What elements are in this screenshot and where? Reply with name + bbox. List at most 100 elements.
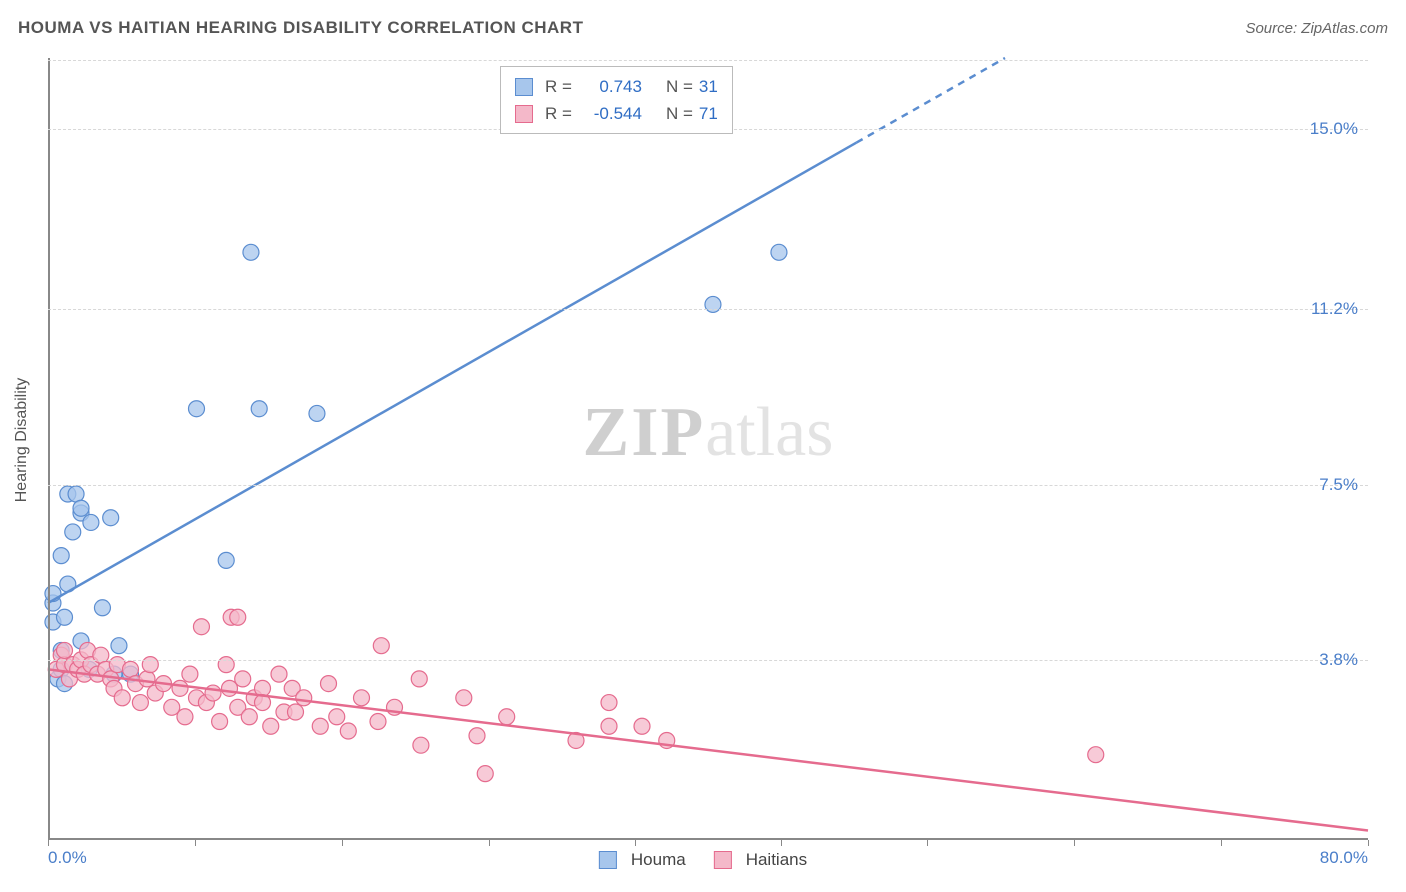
data-point <box>189 401 205 417</box>
data-point <box>182 666 198 682</box>
y-tick-label: 15.0% <box>1310 119 1358 139</box>
r-value: -0.544 <box>578 100 642 127</box>
data-point <box>1088 747 1104 763</box>
n-label: N = <box>666 100 693 127</box>
gridline <box>48 660 1368 661</box>
x-tick <box>781 840 782 846</box>
legend-row: R = -0.544 N = 71 <box>515 100 718 127</box>
y-tick-label: 11.2% <box>1311 299 1358 319</box>
x-tick <box>927 840 928 846</box>
x-axis <box>48 838 1368 840</box>
x-tick <box>342 840 343 846</box>
data-point <box>94 600 110 616</box>
source-label: Source: ZipAtlas.com <box>1245 20 1388 37</box>
data-point <box>57 609 73 625</box>
legend-row: R = 0.743 N = 31 <box>515 73 718 100</box>
data-point <box>230 609 246 625</box>
x-tick <box>489 840 490 846</box>
data-point <box>114 690 130 706</box>
data-point <box>243 244 259 260</box>
legend-swatch <box>599 851 617 869</box>
data-point <box>329 709 345 725</box>
data-point <box>235 671 251 687</box>
plot-area: ZIPatlas 3.8%7.5%11.2%15.0%0.0%80.0% <box>48 58 1368 840</box>
data-point <box>413 737 429 753</box>
chart-title: HOUMA VS HAITIAN HEARING DISABILITY CORR… <box>18 18 583 38</box>
x-tick-label: 80.0% <box>1320 848 1368 868</box>
n-value: 31 <box>699 73 718 100</box>
y-axis-label: Hearing Disability <box>13 378 31 503</box>
data-point <box>771 244 787 260</box>
data-point <box>123 661 139 677</box>
data-point <box>177 709 193 725</box>
data-point <box>57 642 73 658</box>
data-point <box>340 723 356 739</box>
data-point <box>212 714 228 730</box>
data-point <box>456 690 472 706</box>
data-point <box>296 690 312 706</box>
data-point <box>53 548 69 564</box>
legend-label: Houma <box>631 850 686 870</box>
y-tick-label: 3.8% <box>1319 650 1358 670</box>
data-point <box>139 671 155 687</box>
regression-line <box>48 669 1368 830</box>
data-point <box>103 510 119 526</box>
plot-svg <box>48 58 1368 840</box>
n-label: N = <box>666 73 693 100</box>
chart-header: HOUMA VS HAITIAN HEARING DISABILITY CORR… <box>18 18 1388 38</box>
data-point <box>193 619 209 635</box>
data-point <box>601 695 617 711</box>
data-point <box>241 709 257 725</box>
data-point <box>68 486 84 502</box>
legend-item: Houma <box>599 850 686 870</box>
data-point <box>83 514 99 530</box>
data-point <box>172 680 188 696</box>
data-point <box>373 638 389 654</box>
r-value: 0.743 <box>578 73 642 100</box>
gridline <box>48 309 1368 310</box>
x-tick <box>1074 840 1075 846</box>
data-point <box>73 500 89 516</box>
legend-swatch <box>515 105 533 123</box>
stats-legend: R = 0.743 N = 31 R = -0.544 N = 71 <box>500 66 733 134</box>
gridline <box>48 485 1368 486</box>
data-point <box>288 704 304 720</box>
legend-swatch <box>515 78 533 96</box>
data-point <box>370 714 386 730</box>
legend-swatch <box>714 851 732 869</box>
n-value: 71 <box>699 100 718 127</box>
data-point <box>477 766 493 782</box>
data-point <box>601 718 617 734</box>
y-axis <box>48 58 50 840</box>
y-tick-label: 7.5% <box>1319 475 1358 495</box>
data-point <box>218 552 234 568</box>
data-point <box>271 666 287 682</box>
x-tick <box>1221 840 1222 846</box>
data-point <box>469 728 485 744</box>
data-point <box>309 405 325 421</box>
data-point <box>411 671 427 687</box>
legend-item: Haitians <box>714 850 807 870</box>
data-point <box>132 695 148 711</box>
regression-line <box>48 143 857 603</box>
series-legend: Houma Haitians <box>599 850 807 870</box>
data-point <box>251 401 267 417</box>
x-tick <box>635 840 636 846</box>
data-point <box>65 524 81 540</box>
data-point <box>321 676 337 692</box>
data-point <box>354 690 370 706</box>
data-point <box>634 718 650 734</box>
x-tick-label: 0.0% <box>48 848 87 868</box>
data-point <box>111 638 127 654</box>
data-point <box>263 718 279 734</box>
data-point <box>312 718 328 734</box>
data-point <box>499 709 515 725</box>
x-tick <box>195 840 196 846</box>
data-point <box>205 685 221 701</box>
x-tick <box>1368 840 1369 846</box>
gridline <box>48 60 1368 61</box>
r-label: R = <box>545 100 572 127</box>
legend-label: Haitians <box>746 850 807 870</box>
r-label: R = <box>545 73 572 100</box>
x-tick <box>48 840 49 846</box>
